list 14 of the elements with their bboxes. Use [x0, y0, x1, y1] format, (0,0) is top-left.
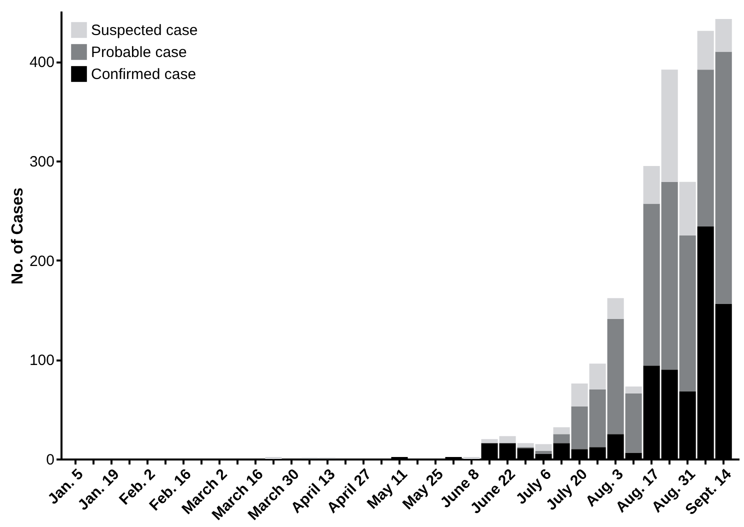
legend-label: Confirmed case	[91, 66, 196, 83]
bar	[625, 386, 642, 394]
y-tick-label: 0	[46, 452, 54, 468]
y-tick-label: 200	[29, 252, 54, 270]
bar	[535, 451, 552, 454]
bar	[607, 298, 624, 319]
legend-label: Probable case	[91, 44, 187, 61]
legend-label: Suspected case	[91, 22, 198, 39]
y-tick-label: 100	[29, 352, 54, 370]
y-tick-label: 300	[29, 154, 54, 170]
bar	[679, 182, 696, 236]
y-tick-label: 400	[29, 54, 54, 72]
bar	[553, 427, 570, 434]
y-axis-title: No. of Cases	[9, 187, 26, 284]
